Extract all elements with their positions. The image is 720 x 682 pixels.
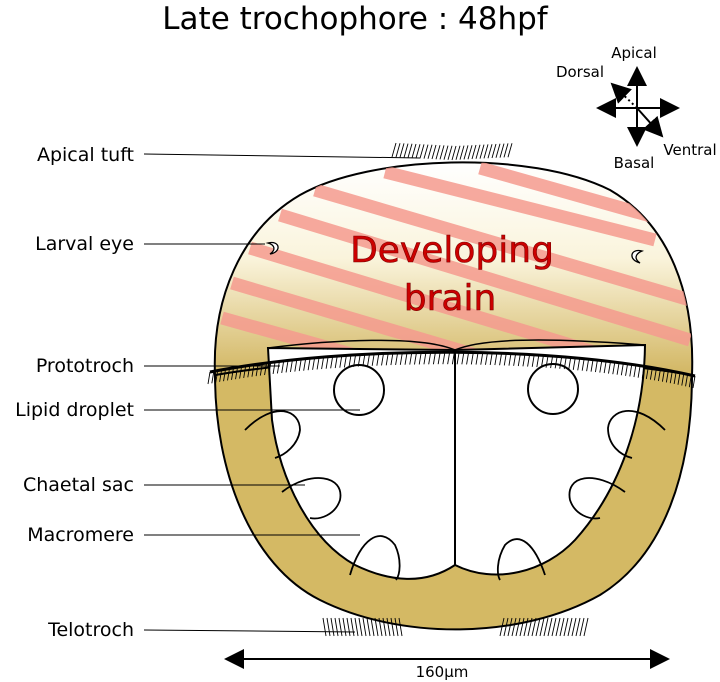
label-lipid-droplet: Lipid droplet bbox=[15, 399, 134, 421]
telotroch-cilia bbox=[322, 617, 589, 637]
label-macromere: Macromere bbox=[27, 524, 134, 546]
larval-eye-left bbox=[265, 241, 279, 255]
macromere-right bbox=[454, 343, 647, 576]
compass-ventral: Ventral bbox=[663, 141, 716, 159]
compass-basal: Basal bbox=[614, 154, 655, 172]
brain-label-line1: Developing bbox=[350, 230, 554, 271]
label-telotroch: Telotroch bbox=[47, 619, 134, 641]
leader-lines bbox=[143, 153, 421, 633]
lipid-droplet-right bbox=[527, 363, 579, 415]
lipid-droplet-left bbox=[333, 364, 385, 416]
scale-bar-label: 160µm bbox=[416, 663, 469, 681]
label-chaetal-sac: Chaetal sac bbox=[23, 474, 134, 496]
compass-apical: Apical bbox=[611, 44, 657, 62]
label-larval-eye: Larval eye bbox=[35, 233, 134, 255]
diagram-title: Late trochophore : 48hpf bbox=[162, 1, 549, 37]
larval-eye-right bbox=[631, 249, 645, 264]
apical-tuft-cilia bbox=[391, 142, 513, 161]
cavity-top-outline bbox=[267, 339, 646, 351]
compass-dorsal: Dorsal bbox=[556, 63, 604, 81]
label-apical-tuft: Apical tuft bbox=[37, 144, 134, 166]
chaetal-sacs bbox=[244, 410, 666, 581]
scale-bar: 160µm bbox=[224, 649, 670, 681]
prototroch-cilia bbox=[207, 352, 696, 389]
brain-label-line2: brain bbox=[404, 278, 497, 319]
label-prototroch: Prototroch bbox=[36, 355, 134, 377]
orientation-compass: Apical Dorsal Basal Ventral bbox=[556, 44, 717, 172]
